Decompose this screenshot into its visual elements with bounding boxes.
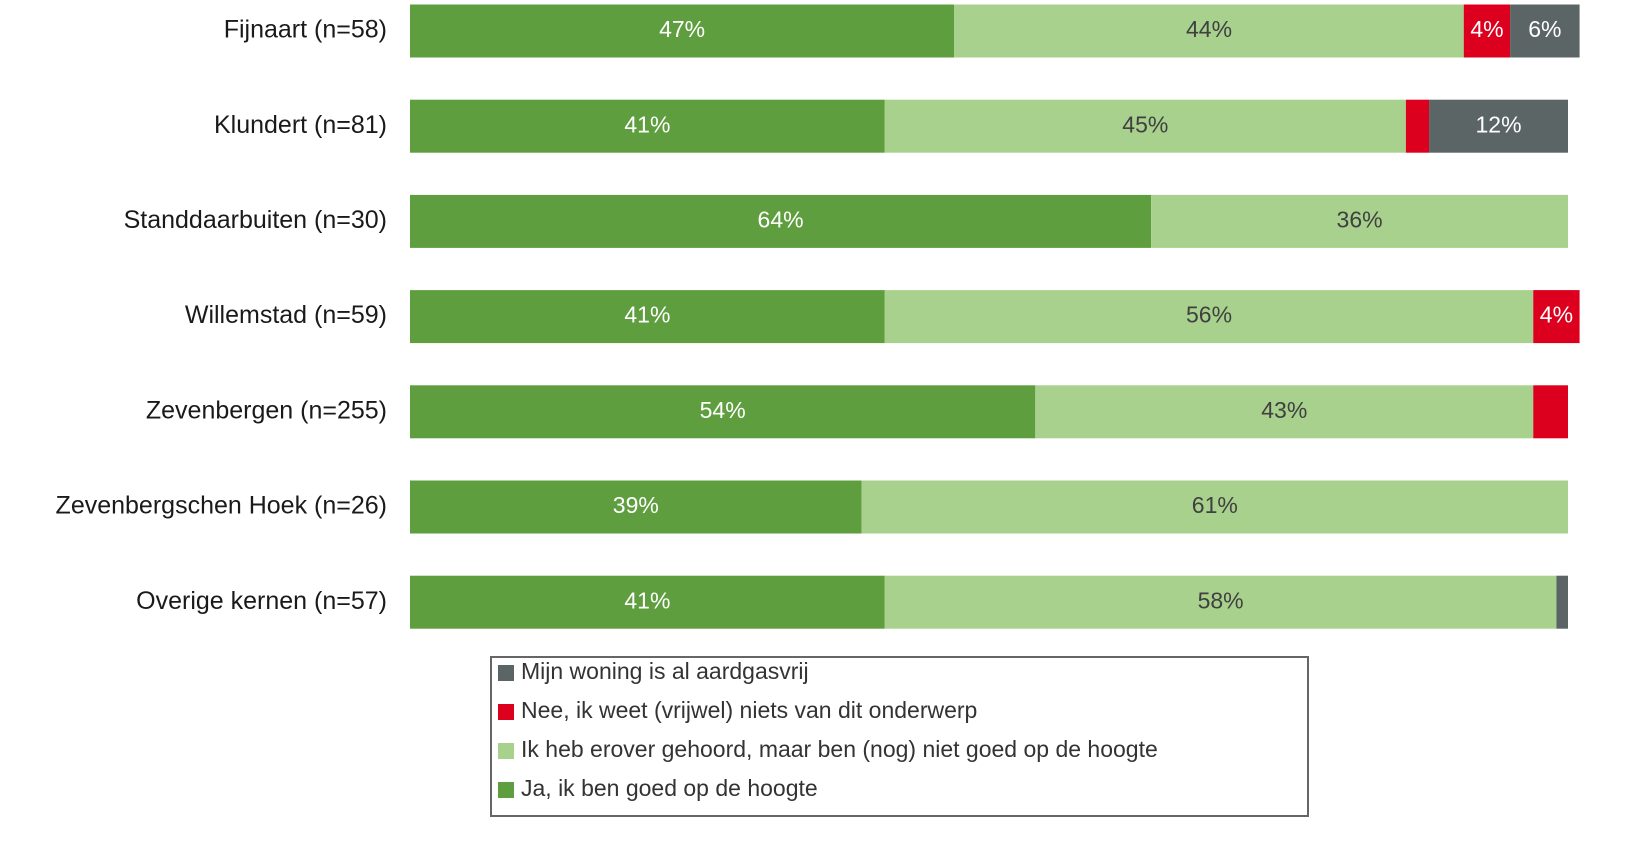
bar-segment (410, 385, 1036, 439)
legend-label: Ja, ik ben goed op de hoogte (521, 775, 818, 801)
data-label: 36% (1337, 206, 1383, 232)
y-tick-label: Standdaarbuiten (n=30) (124, 206, 387, 234)
legend-label: Nee, ik weet (vrijwel) niets van dit ond… (521, 697, 977, 723)
data-label: 61% (1192, 492, 1238, 518)
y-tick-label: Klundert (n=81) (214, 111, 387, 139)
data-label: 41% (624, 587, 670, 613)
data-label: 54% (700, 397, 746, 423)
data-label: 4% (1540, 302, 1573, 328)
bar-segment (410, 4, 955, 58)
y-tick-label: Zevenbergschen Hoek (n=26) (56, 492, 387, 520)
data-label: 6% (1528, 16, 1561, 42)
data-label: 44% (1186, 16, 1232, 42)
bar-segment (884, 290, 1534, 344)
bar-segment (1151, 194, 1568, 248)
data-label: 64% (758, 206, 804, 232)
y-tick-label: Fijnaart (n=58) (224, 16, 387, 44)
bar-segment (410, 194, 1152, 248)
bar-segment (1556, 575, 1568, 629)
bar-segment (410, 99, 885, 153)
bar-segment (1533, 290, 1580, 344)
data-label: 45% (1122, 111, 1168, 137)
data-label: 39% (613, 492, 659, 518)
bar-segment (1035, 385, 1534, 439)
bar-segment (1463, 4, 1511, 58)
y-tick-label: Overige kernen (n=57) (136, 587, 387, 615)
bar-segment (1405, 99, 1430, 153)
legend-label: Mijn woning is al aardgasvrij (521, 658, 809, 684)
bar-segment (1429, 99, 1568, 153)
bar-segment (410, 480, 862, 534)
data-label: 12% (1475, 111, 1521, 137)
legend-swatch (498, 782, 514, 798)
legend-box (490, 656, 1309, 817)
bar-segment (861, 480, 1568, 534)
data-label: 58% (1198, 587, 1244, 613)
bar-segment (410, 575, 885, 629)
bar-segment (954, 4, 1464, 58)
y-tick-label: Zevenbergen (n=255) (146, 396, 387, 424)
legend-label: Ik heb erover gehoord, maar ben (nog) ni… (521, 736, 1158, 762)
data-label: 43% (1261, 397, 1307, 423)
y-tick-label: Willemstad (n=59) (185, 301, 387, 329)
bar-segment (410, 290, 885, 344)
legend-swatch (498, 743, 514, 759)
bar-segment (1533, 385, 1568, 439)
legend-swatch (498, 665, 514, 681)
data-label: 41% (624, 302, 670, 328)
data-label: 47% (659, 16, 705, 42)
data-label: 4% (1470, 16, 1503, 42)
data-label: 56% (1186, 302, 1232, 328)
bar-segment (884, 99, 1406, 153)
legend-swatch (498, 704, 514, 720)
bar-segment (1510, 4, 1580, 58)
bar-segment (884, 575, 1557, 629)
data-label: 41% (624, 111, 670, 137)
